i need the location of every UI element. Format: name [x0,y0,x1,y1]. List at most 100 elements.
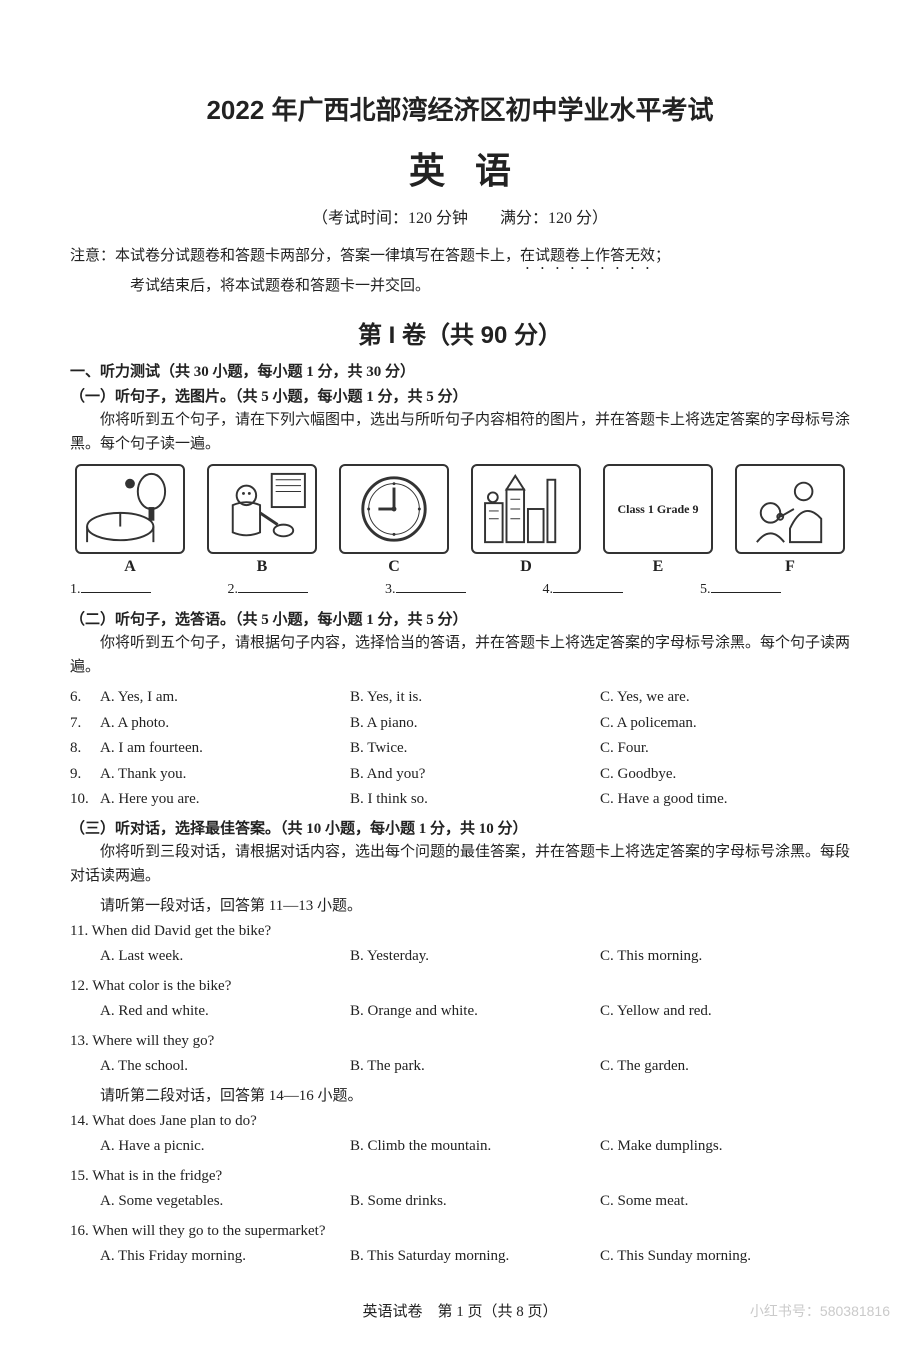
pic-letter-A: A [70,558,190,576]
notice-line1-prefix: 注意：本试卷分试题卷和答题卡两部分，答案一律填写在答题卡上， [70,248,520,264]
q13-optA: A. The school. [100,1054,350,1080]
q7-num: 7. [70,711,100,737]
blank-3-num: 3. [385,582,396,597]
q10-num: 10. [70,787,100,813]
q8-optB: B. Twice. [350,736,600,762]
q15-optC: C. Some meat. [600,1189,850,1215]
watermark-text: 小红书号：580381816 [750,1301,890,1321]
blank-line [553,578,623,593]
clock-icon [345,470,443,548]
notice-line1-suffix: ； [655,248,670,264]
pic-letter-F: F [730,558,850,576]
sec1-title: （一）听句子，选图片。（共 5 小题，每小题 1 分，共 5 分） [70,385,850,406]
q15-optB: B. Some drinks. [350,1189,600,1215]
pic-F-cell [730,464,850,554]
notice-block: 注意：本试卷分试题卷和答题卡两部分，答案一律填写在答题卡上，在试题卷上作答无效；… [70,243,850,300]
q13-text: 13. Where will they go? [70,1029,850,1055]
q13-optB: B. The park. [350,1054,600,1080]
notice-line1-dotted: 在试题卷上作答无效 [520,248,655,264]
exam-page: 2022 年广西北部湾经济区初中学业水平考试 英语 （考试时间：120 分钟 满… [0,0,920,1361]
sec3-inst2: 请听第二段对话，回答第 14—16 小题。 [70,1084,850,1105]
q15-block: 15. What is in the fridge? A. Some veget… [70,1164,850,1215]
q16-optB: B. This Saturday morning. [350,1244,600,1270]
ping-pong-icon [81,470,179,548]
pic-C [339,464,449,554]
q12-optA: A. Red and white. [100,999,350,1025]
pic-letters-row: A B C D E F [70,558,850,576]
q6-num: 6. [70,685,100,711]
subject-title: 英语 [70,142,850,194]
blank-4: 4. [543,578,693,598]
sec3-inst1: 请听第一段对话，回答第 11—13 小题。 [70,894,850,915]
q16-optC: C. This Sunday morning. [600,1244,850,1270]
q14-optC: C. Make dumplings. [600,1134,850,1160]
sec1-desc: 你将听到五个句子，请在下列六幅图中，选出与所听句子内容相符的图片，并在答题卡上将… [70,408,850,456]
pic-A [75,464,185,554]
page-footer: 英语试卷 第 1 页（共 8 页） [70,1300,850,1321]
pic-letter-E: E [598,558,718,576]
pic-letter-D: D [466,558,586,576]
blank-5-num: 5. [700,582,711,597]
q11-optC: C. This morning. [600,944,850,970]
pic-B [207,464,317,554]
pic-A-cell [70,464,190,554]
blank-4-num: 4. [543,582,554,597]
q10-optB: B. I think so. [350,787,600,813]
q15-optA: A. Some vegetables. [100,1189,350,1215]
q11-optA: A. Last week. [100,944,350,970]
blank-1: 1. [70,578,220,598]
blank-line [711,578,781,593]
q12-optB: B. Orange and white. [350,999,600,1025]
q10-optC: C. Have a good time. [600,787,850,813]
blank-line [81,578,151,593]
exam-time-line: （考试时间：120 分钟 满分：120 分） [70,204,850,228]
q9-optB: B. And you? [350,762,600,788]
pic-E: Class 1 Grade 9 [603,464,713,554]
q16-text: 16. When will they go to the supermarket… [70,1219,850,1245]
pic-D-cell [466,464,586,554]
sec3-title: （三）听对话，选择最佳答案。（共 10 小题，每小题 1 分，共 10 分） [70,817,850,838]
q8-row: 8. A. I am fourteen. B. Twice. C. Four. [70,736,850,762]
q11-block: 11. When did David get the bike? A. Last… [70,919,850,970]
blank-2: 2. [228,578,378,598]
q7-optB: B. A piano. [350,711,600,737]
pic-letter-B: B [202,558,322,576]
doctor-patient-icon [741,470,839,548]
q15-text: 15. What is in the fridge? [70,1164,850,1190]
pic-E-cell: Class 1 Grade 9 [598,464,718,554]
q6-optB: B. Yes, it is. [350,685,600,711]
q14-optB: B. Climb the mountain. [350,1134,600,1160]
blank-line [238,578,308,593]
q9-row: 9. A. Thank you. B. And you? C. Goodbye. [70,762,850,788]
blank-1-num: 1. [70,582,81,597]
pic-B-cell [202,464,322,554]
pic-letter-C: C [334,558,454,576]
q11-optB: B. Yesterday. [350,944,600,970]
q16-block: 16. When will they go to the supermarket… [70,1219,850,1270]
q6-row: 6. A. Yes, I am. B. Yes, it is. C. Yes, … [70,685,850,711]
pic-F [735,464,845,554]
pic-E-text: Class 1 Grade 9 [618,502,699,517]
part1-title: 第 I 卷（共 90 分） [70,315,850,350]
cleaning-icon [213,470,311,548]
q7-optA: A. A photo. [100,711,350,737]
blank-2-num: 2. [228,582,239,597]
blank-5: 5. [700,578,850,598]
q7-optC: C. A policeman. [600,711,850,737]
q8-optC: C. Four. [600,736,850,762]
sec3-desc: 你将听到三段对话，请根据对话内容，选出每个问题的最佳答案，并在答题卡上将选定答案… [70,840,850,888]
q14-block: 14. What does Jane plan to do? A. Have a… [70,1109,850,1160]
q14-text: 14. What does Jane plan to do? [70,1109,850,1135]
city-buildings-icon [477,470,575,548]
q11-text: 11. When did David get the bike? [70,919,850,945]
q6-optC: C. Yes, we are. [600,685,850,711]
blank-line [396,578,466,593]
q8-num: 8. [70,736,100,762]
q9-optC: C. Goodbye. [600,762,850,788]
q13-optC: C. The garden. [600,1054,850,1080]
exam-title: 2022 年广西北部湾经济区初中学业水平考试 [70,90,850,127]
blanks-row: 1. 2. 3. 4. 5. [70,578,850,598]
q12-block: 12. What color is the bike? A. Red and w… [70,974,850,1025]
sec2-desc: 你将听到五个句子，请根据句子内容，选择恰当的答语，并在答题卡上将选定答案的字母标… [70,631,850,679]
notice-line2: 考试结束后，将本试题卷和答题卡一并交回。 [70,273,850,300]
